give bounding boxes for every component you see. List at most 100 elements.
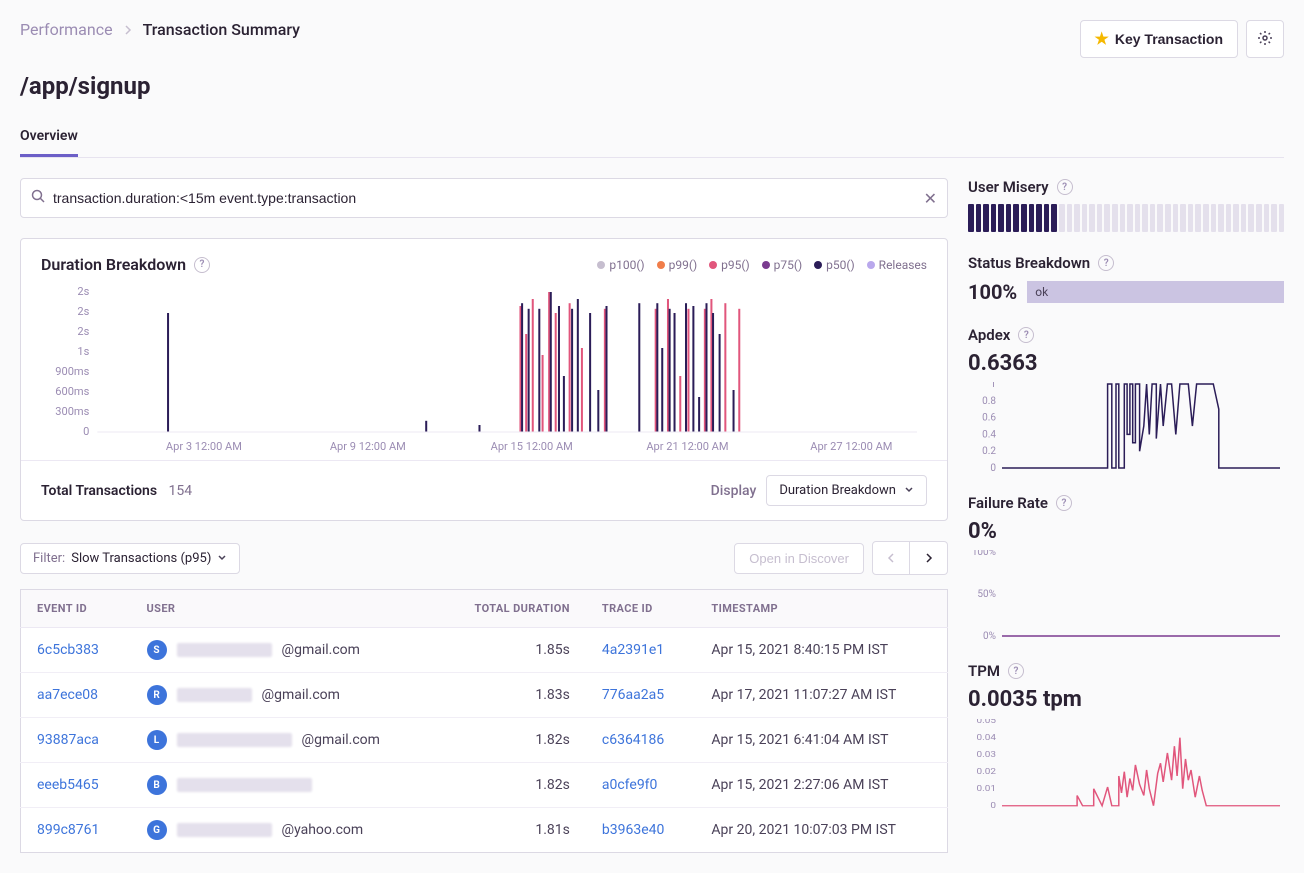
open-in-discover-button: Open in Discover: [734, 543, 864, 574]
svg-text:1s: 1s: [77, 345, 89, 358]
duration-breakdown-chart: 2s2s2s1s900ms600ms300ms0Apr 3 12:00 AMAp…: [41, 286, 927, 456]
timestamp-cell: Apr 15, 2021 8:40:15 PM IST: [695, 628, 947, 673]
avatar: S: [147, 640, 167, 660]
misery-bar: [1271, 204, 1277, 232]
misery-bar: [1195, 204, 1201, 232]
svg-text:0.2: 0.2: [982, 446, 996, 457]
display-label: Display: [711, 483, 757, 499]
legend-item[interactable]: p100(): [597, 258, 644, 272]
trace-id-link[interactable]: 776aa2a5: [602, 687, 664, 703]
svg-text:2s: 2s: [77, 286, 89, 298]
redacted-text: [177, 733, 292, 747]
table-row: 6c5cb383 S @gmail.com 1.85s 4a2391e1 Apr…: [21, 628, 948, 673]
avatar: B: [147, 775, 167, 795]
event-id-link[interactable]: 6c5cb383: [37, 642, 99, 658]
help-icon[interactable]: ?: [1018, 327, 1034, 343]
panel-title: Duration Breakdown ?: [41, 255, 210, 274]
status-breakdown-section: Status Breakdown ? 100% ok: [968, 254, 1284, 304]
misery-bar: [1104, 204, 1110, 232]
misery-bar: [1173, 204, 1179, 232]
trace-id-link[interactable]: a0cfe9f0: [602, 777, 658, 793]
settings-button[interactable]: [1246, 20, 1284, 58]
failure-rate-section: Failure Rate ? 0% 100%50%0%: [968, 494, 1284, 640]
duration-breakdown-title: Duration Breakdown: [41, 255, 186, 274]
chevron-right-icon: [123, 20, 133, 39]
avatar: L: [147, 730, 167, 750]
svg-text:0.04: 0.04: [977, 733, 996, 742]
redacted-text: [177, 823, 272, 837]
misery-bar: [1218, 204, 1224, 232]
svg-text:2s: 2s: [77, 325, 89, 338]
svg-text:100%: 100%: [972, 550, 996, 558]
timestamp-cell: Apr 17, 2021 11:07:27 AM IST: [695, 673, 947, 718]
svg-text:0.05: 0.05: [977, 719, 996, 726]
filter-select[interactable]: Filter: Slow Transactions (p95): [20, 543, 240, 574]
total-transactions-value: 154: [169, 483, 193, 499]
status-breakdown-title: Status Breakdown: [968, 254, 1090, 272]
search-bar[interactable]: ✕: [20, 178, 948, 218]
breadcrumb-parent[interactable]: Performance: [20, 20, 113, 39]
avatar: R: [147, 685, 167, 705]
event-id-link[interactable]: 899c8761: [37, 822, 99, 838]
help-icon[interactable]: ?: [1056, 495, 1072, 511]
prev-page-button: [872, 541, 910, 575]
col-user[interactable]: USER: [131, 590, 439, 628]
clear-search-icon[interactable]: ✕: [924, 189, 937, 208]
user-misery-title: User Misery: [968, 178, 1049, 196]
duration-cell: 1.85s: [438, 628, 586, 673]
col-total-duration[interactable]: TOTAL DURATION: [438, 590, 586, 628]
redacted-text: [177, 778, 312, 792]
svg-text:0: 0: [83, 425, 89, 438]
event-id-link[interactable]: 93887aca: [37, 732, 99, 748]
misery-bar: [976, 204, 982, 232]
tpm-chart: 0.050.040.030.020.010: [968, 719, 1284, 809]
next-page-button[interactable]: [910, 541, 948, 575]
col-trace-id[interactable]: TRACE ID: [586, 590, 696, 628]
event-id-link[interactable]: aa7ece08: [37, 687, 98, 703]
help-icon[interactable]: ?: [194, 257, 210, 273]
col-event-id[interactable]: EVENT ID: [21, 590, 131, 628]
svg-text:2s: 2s: [77, 305, 89, 318]
legend-item[interactable]: p50(): [814, 258, 855, 272]
tab-overview[interactable]: Overview: [20, 118, 78, 157]
search-input[interactable]: [45, 190, 924, 206]
misery-bar: [1127, 204, 1133, 232]
legend-item[interactable]: p75(): [762, 258, 803, 272]
avatar: G: [147, 820, 167, 840]
star-icon: ★: [1095, 29, 1109, 49]
status-pct: 100%: [968, 280, 1017, 304]
user-cell: R @gmail.com: [147, 685, 423, 705]
failure-rate-chart: 100%50%0%: [968, 550, 1284, 640]
tabs: Overview: [20, 118, 1284, 158]
legend-item[interactable]: p99(): [657, 258, 698, 272]
key-transaction-button[interactable]: ★ Key Transaction: [1080, 20, 1239, 58]
misery-bar: [1074, 204, 1080, 232]
trace-id-link[interactable]: c6364186: [602, 732, 664, 748]
failure-rate-value: 0%: [968, 520, 1284, 544]
total-transactions-label: Total Transactions: [41, 483, 157, 499]
help-icon[interactable]: ?: [1008, 663, 1024, 679]
misery-bar: [1157, 204, 1163, 232]
col-timestamp[interactable]: TIMESTAMP: [695, 590, 947, 628]
misery-bar: [1226, 204, 1232, 232]
duration-cell: 1.83s: [438, 673, 586, 718]
svg-text:600ms: 600ms: [55, 385, 89, 398]
chevron-down-icon: [217, 551, 227, 566]
email-suffix: @gmail.com: [302, 732, 380, 748]
email-suffix: @yahoo.com: [282, 822, 364, 838]
breadcrumb-current: Transaction Summary: [143, 20, 300, 39]
event-id-link[interactable]: eeeb5465: [37, 777, 99, 793]
display-select[interactable]: Duration Breakdown: [766, 475, 927, 506]
search-icon: [31, 189, 45, 207]
help-icon[interactable]: ?: [1057, 179, 1073, 195]
misery-bar: [983, 204, 989, 232]
help-icon[interactable]: ?: [1098, 255, 1114, 271]
legend-item[interactable]: Releases: [867, 258, 927, 272]
svg-text:Apr 27 12:00 AM: Apr 27 12:00 AM: [810, 440, 892, 453]
trace-id-link[interactable]: b3963e40: [602, 822, 665, 838]
legend-item[interactable]: p95(): [709, 258, 750, 272]
timestamp-cell: Apr 15, 2021 2:27:06 AM IST: [695, 763, 947, 808]
display-selected: Duration Breakdown: [779, 483, 896, 498]
svg-text:Apr 15 12:00 AM: Apr 15 12:00 AM: [491, 440, 573, 453]
trace-id-link[interactable]: 4a2391e1: [602, 642, 664, 658]
